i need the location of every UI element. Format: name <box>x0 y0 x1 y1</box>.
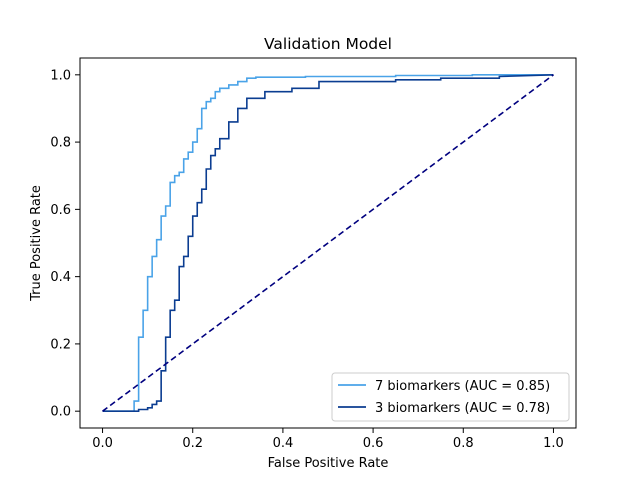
legend: 7 biomarkers (AUC = 0.85) 3 biomarkers (… <box>331 372 570 422</box>
x-tick-label: 1.0 <box>543 436 564 451</box>
x-tick-label: 0.4 <box>273 436 294 451</box>
y-tick-label: 0.2 <box>50 337 71 352</box>
plot-frame <box>79 57 577 429</box>
y-tick-label: 0.4 <box>50 270 71 285</box>
y-tick-label: 1.0 <box>50 68 71 83</box>
y-axis: 0.0 0.2 0.4 0.6 0.8 1.0 <box>50 68 80 420</box>
legend-label-3-biomarkers: 3 biomarkers (AUC = 0.78) <box>375 401 550 416</box>
y-axis-title: True Positive Rate <box>29 185 44 302</box>
roc-curve-series-1 <box>102 74 554 412</box>
y-tick-label: 0.6 <box>50 203 71 218</box>
legend-label-7-biomarkers: 7 biomarkers (AUC = 0.85) <box>375 379 550 394</box>
x-axis: 0.0 0.2 0.4 0.6 0.8 1.0 <box>92 428 564 451</box>
x-axis-title: False Positive Rate <box>268 456 389 471</box>
chart-title: Validation Model <box>264 35 392 53</box>
plot-area <box>102 74 554 412</box>
x-tick-label: 0.0 <box>92 436 113 451</box>
y-tick-label: 0.0 <box>50 405 71 420</box>
x-tick-label: 0.8 <box>453 436 474 451</box>
y-tick-label: 0.8 <box>50 136 71 151</box>
roc-curve-series-0 <box>102 74 554 412</box>
legend-box <box>331 372 570 422</box>
x-tick-label: 0.6 <box>363 436 384 451</box>
chance-diagonal-line <box>102 74 554 412</box>
x-tick-label: 0.2 <box>182 436 203 451</box>
